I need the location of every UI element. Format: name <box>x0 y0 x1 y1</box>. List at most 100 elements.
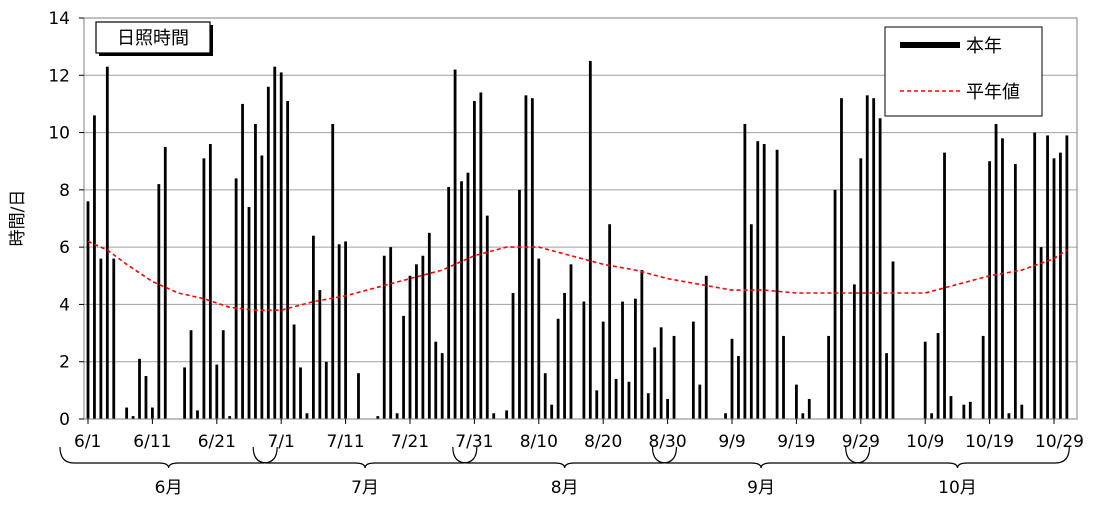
bar <box>157 184 161 419</box>
bar <box>183 367 186 419</box>
bar <box>923 341 927 419</box>
bar <box>440 353 444 419</box>
bar <box>234 178 238 419</box>
bar <box>112 258 116 419</box>
bar <box>563 292 566 419</box>
bar <box>427 232 431 419</box>
bar <box>621 301 624 419</box>
bar <box>312 235 315 419</box>
bar <box>634 298 637 419</box>
bar <box>389 247 393 419</box>
bar <box>608 224 612 419</box>
bar <box>415 264 418 419</box>
bar <box>550 404 554 419</box>
normal-line <box>87 240 1068 311</box>
bar <box>988 161 991 419</box>
bar <box>479 92 483 419</box>
bar <box>260 155 264 419</box>
bar <box>704 275 708 419</box>
month-bracket <box>452 446 678 469</box>
x-axis-ticks: 6/1 6/11 6/21 7/1 7/11 7/21 7/31 8/10 8/20 8/30 9/… <box>74 419 1084 452</box>
bar <box>208 144 212 419</box>
bar <box>595 390 599 419</box>
bar <box>1007 413 1011 419</box>
month-label: 9月 <box>747 478 775 498</box>
month-label: 6月 <box>155 478 183 498</box>
bar <box>1033 132 1037 420</box>
bar <box>782 335 785 419</box>
bar <box>749 224 753 419</box>
bar <box>292 324 296 419</box>
bar <box>840 98 843 419</box>
bar <box>614 378 618 419</box>
x-tick-label: 8/30 <box>649 432 687 452</box>
y-tick-label: 2 <box>59 353 70 373</box>
bar <box>556 318 560 419</box>
bar <box>189 330 193 419</box>
x-tick-label: 6/21 <box>198 432 236 452</box>
bar <box>653 347 657 419</box>
bar <box>196 410 199 419</box>
bar <box>473 101 476 420</box>
bar <box>247 207 251 419</box>
month-bracket <box>252 446 478 469</box>
y-tick-label: 0 <box>59 410 70 430</box>
bar <box>202 158 206 419</box>
bar <box>305 413 309 419</box>
x-tick-label: 7/31 <box>455 432 493 452</box>
bar <box>279 72 283 420</box>
bar <box>737 355 740 419</box>
y-tick-label: 4 <box>59 295 70 315</box>
bar <box>994 123 998 419</box>
y-tick-label: 10 <box>48 124 70 144</box>
bar <box>968 401 972 419</box>
bar <box>756 141 760 419</box>
x-tick-label: 10/19 <box>965 432 1014 452</box>
chart-title-box: 日照時間 <box>95 21 213 56</box>
bar <box>852 284 856 419</box>
y-tick-label: 12 <box>48 66 70 86</box>
bar <box>286 101 290 420</box>
y-tick-label: 14 <box>48 9 70 29</box>
bar <box>530 98 534 419</box>
plot-frame <box>83 17 1078 420</box>
bar <box>588 60 592 419</box>
bar <box>518 189 521 419</box>
bar <box>981 335 985 419</box>
bar <box>524 95 528 419</box>
bar <box>1052 158 1056 419</box>
bar <box>215 364 219 419</box>
bar <box>138 358 141 419</box>
month-label: 10月 <box>938 478 977 498</box>
bar <box>672 335 676 419</box>
bar <box>537 258 541 419</box>
bar <box>434 341 438 419</box>
bar <box>408 275 412 419</box>
x-tick-label: 6/1 <box>74 432 101 452</box>
bar <box>775 149 779 419</box>
bar <box>86 201 90 419</box>
bar <box>1039 247 1043 419</box>
bar <box>807 398 811 419</box>
x-tick-label: 7/1 <box>268 432 295 452</box>
bar <box>105 66 109 419</box>
bar <box>646 393 650 419</box>
bar <box>724 413 727 419</box>
bar <box>344 241 347 419</box>
bar <box>151 407 154 419</box>
bar <box>460 181 463 419</box>
bar <box>125 407 129 419</box>
x-tick-label: 10/29 <box>1035 432 1084 452</box>
grid-lines <box>84 74 1077 363</box>
bar <box>891 261 895 419</box>
bar <box>99 258 103 419</box>
bar <box>228 416 232 419</box>
bar <box>795 384 798 419</box>
bar <box>163 146 167 419</box>
bar <box>453 69 457 420</box>
legend-swatch-bar <box>900 42 960 48</box>
bars-current-year <box>86 60 1069 420</box>
bar <box>833 189 837 419</box>
y-tick-label: 8 <box>59 181 70 201</box>
